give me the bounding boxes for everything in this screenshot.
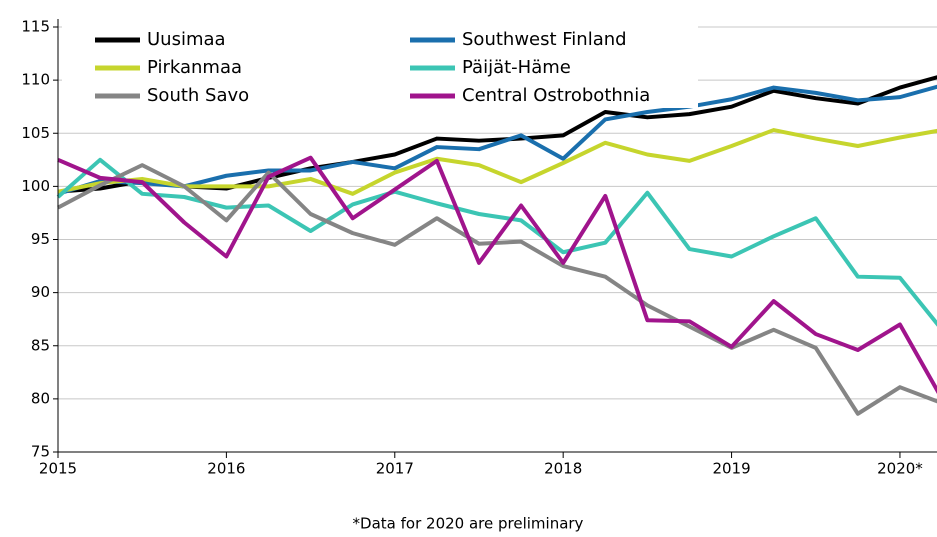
legend-label: Pirkanmaa — [147, 57, 242, 78]
series-line — [57, 128, 937, 196]
x-tick-label: 2020* — [877, 460, 923, 478]
legend-label: Päijät-Häme — [462, 57, 571, 78]
y-tick-label: 75 — [31, 443, 50, 461]
x-tick-label: 2019 — [712, 460, 750, 478]
legend-label: Uusimaa — [147, 29, 226, 50]
x-tick-label: 2018 — [544, 460, 582, 478]
y-tick-label: 85 — [31, 336, 50, 354]
x-tick-label: 2016 — [207, 460, 245, 478]
legend-background — [62, 22, 698, 108]
series-line — [57, 84, 937, 196]
x-tick-label: 2017 — [376, 460, 414, 478]
y-tick-label: 90 — [31, 283, 50, 301]
y-tick-label: 80 — [31, 389, 50, 407]
legend-label: South Savo — [147, 85, 249, 106]
y-tick-label: 105 — [21, 124, 50, 142]
x-tick-label: 2015 — [39, 460, 77, 478]
series-line — [57, 163, 937, 416]
series-line — [57, 155, 937, 395]
y-tick-label: 100 — [21, 177, 50, 195]
annotation: *Data for 2020 are preliminary — [353, 515, 584, 533]
legend-label: Southwest Finland — [462, 29, 627, 50]
legend-label: Central Ostrobothnia — [462, 85, 650, 106]
y-tick-label: 95 — [31, 230, 50, 248]
y-tick-label: 115 — [21, 18, 50, 36]
y-tick-label: 110 — [21, 71, 50, 89]
